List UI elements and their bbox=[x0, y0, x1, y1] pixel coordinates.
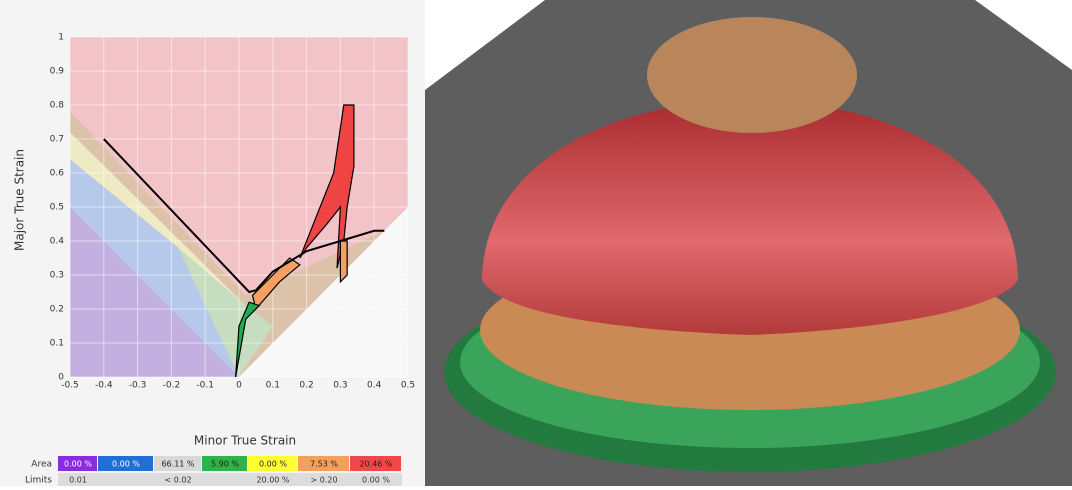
forming-limit-curve bbox=[103, 138, 385, 294]
x-tick-label: -0.1 bbox=[196, 381, 214, 391]
limit-value: > 0.20 bbox=[310, 476, 337, 485]
area-cell bbox=[350, 456, 401, 471]
x-tick-label: -0.5 bbox=[61, 381, 79, 391]
strain-cloud bbox=[251, 257, 301, 311]
strain-cloud bbox=[299, 104, 355, 269]
area-value: 7.53 % bbox=[310, 460, 338, 469]
limit-value: 0.00 % bbox=[362, 476, 390, 485]
area-row-label: Area bbox=[31, 460, 52, 470]
limit-value: 20.00 % bbox=[256, 476, 289, 485]
x-tick-label: -0.4 bbox=[95, 381, 113, 391]
limits-row-label: Limits bbox=[25, 476, 52, 486]
area-cell bbox=[298, 456, 349, 471]
limit-value: < 0.02 bbox=[164, 476, 191, 485]
y-tick-label: 0.3 bbox=[50, 271, 64, 281]
zone bbox=[239, 207, 408, 377]
limits-row bbox=[58, 473, 402, 486]
area-value: 5.90 % bbox=[211, 460, 239, 469]
limit-value: 0.01 bbox=[69, 476, 87, 485]
x-tick-label: 0.5 bbox=[401, 381, 415, 391]
zone bbox=[70, 132, 246, 306]
zone bbox=[178, 247, 273, 377]
x-tick-label: 0.4 bbox=[367, 381, 382, 391]
orange-cap bbox=[647, 17, 857, 133]
area-value: 0.00 % bbox=[64, 460, 92, 469]
y-axis-label: Major True Strain bbox=[13, 149, 27, 251]
strain-cloud bbox=[235, 301, 261, 378]
area-cell bbox=[154, 456, 201, 471]
x-tick-label: 0.2 bbox=[299, 381, 313, 391]
y-tick-label: 0.7 bbox=[50, 135, 64, 145]
area-cell bbox=[58, 456, 97, 471]
area-cell bbox=[98, 456, 153, 471]
strain-cloud bbox=[339, 240, 348, 284]
area-cell bbox=[248, 456, 297, 471]
area-value: 66.11 % bbox=[161, 460, 194, 469]
y-tick-label: 0.1 bbox=[50, 339, 64, 349]
area-value: 0.00 % bbox=[112, 460, 140, 469]
y-tick-label: 0.4 bbox=[50, 237, 65, 247]
x-axis-label: Minor True Strain bbox=[194, 434, 296, 448]
red-dome bbox=[482, 100, 1018, 335]
x-tick-label: 0.3 bbox=[333, 381, 347, 391]
y-tick-label: 0.5 bbox=[50, 203, 64, 213]
y-tick-label: 0.8 bbox=[50, 101, 65, 111]
y-tick-label: 0.9 bbox=[50, 67, 65, 77]
x-tick-label: 0 bbox=[236, 381, 242, 391]
x-tick-label: 0.1 bbox=[266, 381, 280, 391]
zone bbox=[70, 207, 239, 377]
area-cell bbox=[202, 456, 247, 471]
x-tick-label: -0.3 bbox=[129, 381, 147, 391]
y-tick-label: 0.6 bbox=[50, 169, 65, 179]
area-value: 20.46 % bbox=[359, 460, 392, 469]
y-tick-label: 0.2 bbox=[50, 305, 64, 315]
y-tick-label: 1 bbox=[58, 33, 64, 43]
area-value: 0.00 % bbox=[259, 460, 287, 469]
y-tick-label: 0 bbox=[58, 373, 64, 383]
x-tick-label: -0.2 bbox=[163, 381, 181, 391]
